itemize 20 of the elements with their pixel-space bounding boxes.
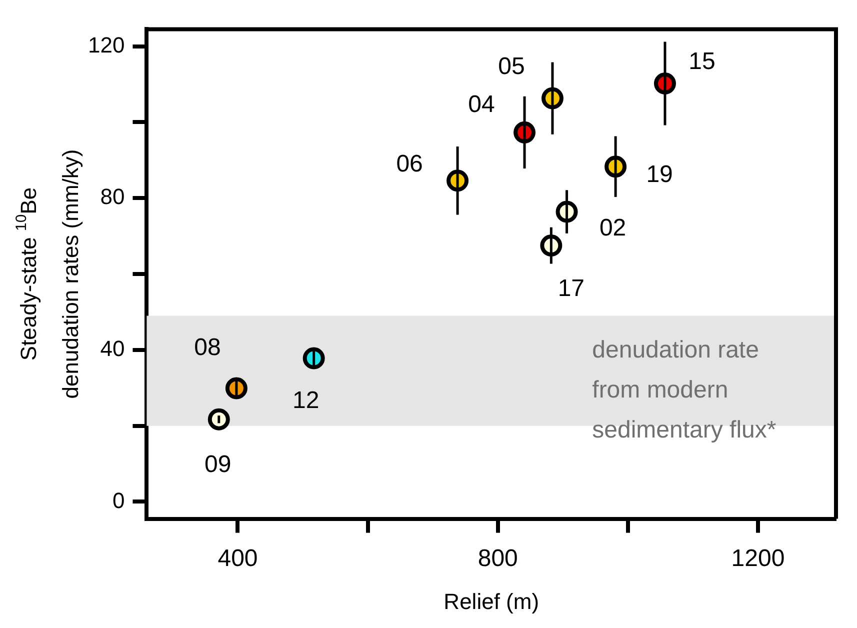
band-label: denudation rate from modern sedimentary flux* (592, 336, 776, 444)
annotation: 12 (292, 386, 320, 414)
x-axis-title: Relief (m) (444, 588, 540, 614)
annotation: 15 (688, 48, 716, 76)
annotation: 02 (599, 214, 626, 242)
annotation: 19 (646, 161, 673, 188)
y-tick-label: 0 (112, 488, 125, 513)
annotation: 09 (204, 450, 232, 478)
y-tick-label: 40 (100, 336, 125, 361)
x-tick-label: 400 (218, 544, 258, 572)
y-tick-label: 120 (88, 32, 125, 58)
annotation: 05 (498, 52, 525, 80)
annotation: 06 (396, 150, 423, 178)
y-tick-label: 80 (100, 184, 125, 210)
annotation: 08 (194, 334, 221, 361)
x-tick-label: 800 (478, 544, 518, 572)
annotation: 17 (558, 275, 585, 302)
point (208, 408, 230, 430)
x-tick-label: 1200 (731, 544, 785, 572)
annotation: 04 (468, 91, 495, 118)
